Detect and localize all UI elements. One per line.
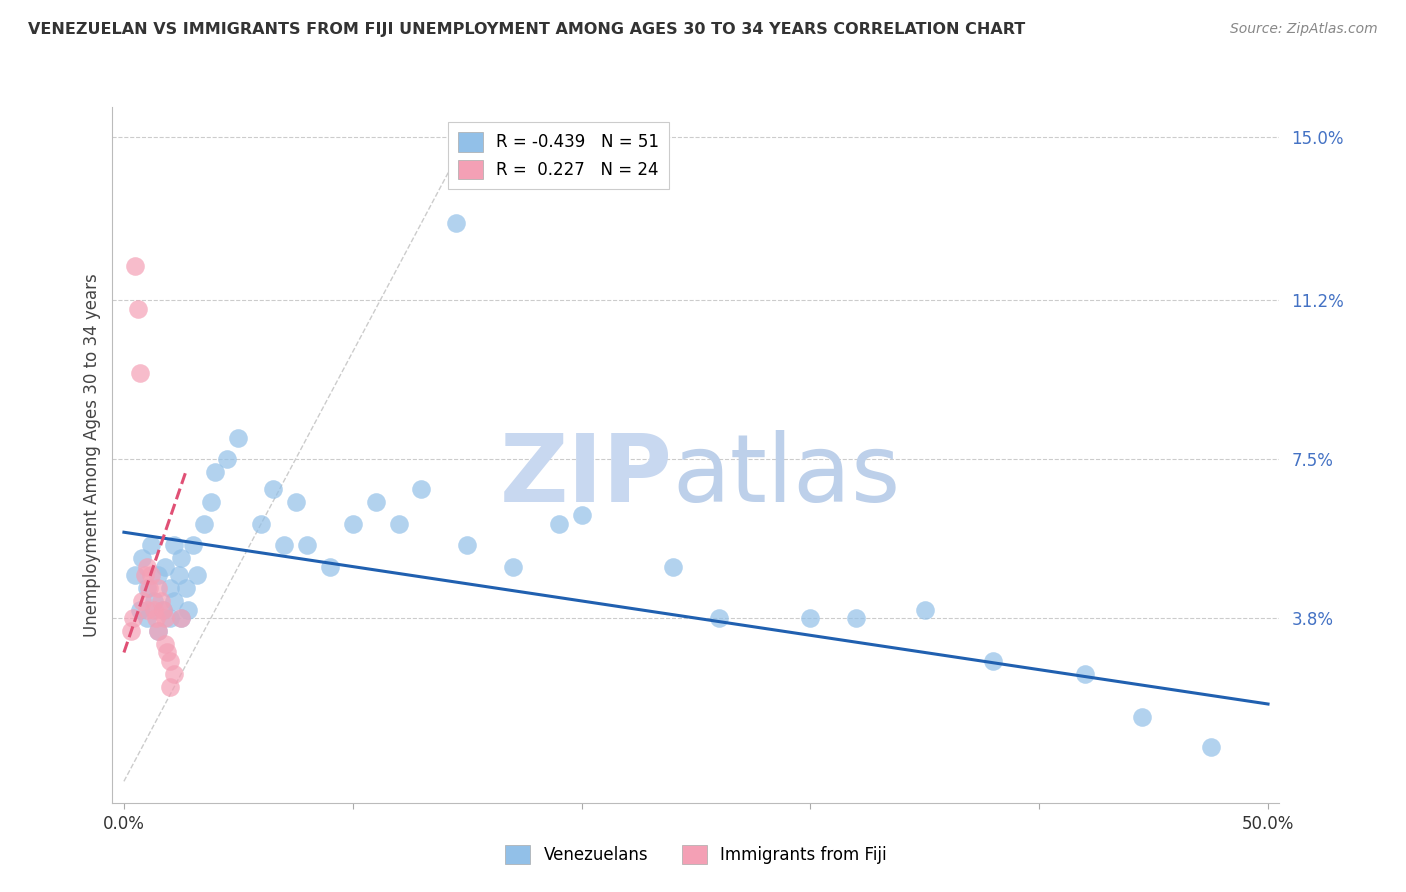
Point: [1199, 739, 1222, 754]
Text: atlas: atlas: [672, 430, 901, 522]
Point: [444, 216, 467, 230]
Text: Source: ZipAtlas.com: Source: ZipAtlas.com: [1230, 22, 1378, 37]
Point: [167, 568, 190, 582]
Point: [129, 367, 152, 381]
Point: [129, 602, 152, 616]
Point: [387, 516, 409, 531]
Point: [159, 654, 181, 668]
Point: [152, 602, 174, 616]
Point: [163, 667, 186, 681]
Point: [148, 624, 170, 638]
Point: [174, 581, 197, 595]
Point: [156, 645, 179, 659]
Point: [342, 516, 364, 531]
Point: [153, 559, 176, 574]
Point: [1074, 667, 1097, 681]
Point: [1130, 710, 1153, 724]
Point: [228, 431, 250, 445]
Legend: Venezuelans, Immigrants from Fiji: Venezuelans, Immigrants from Fiji: [499, 838, 893, 871]
Point: [200, 495, 222, 509]
Point: [153, 637, 176, 651]
Point: [159, 611, 181, 625]
Point: [149, 594, 172, 608]
Point: [138, 581, 160, 595]
Point: [799, 611, 821, 625]
Point: [411, 483, 433, 497]
Text: ZIP: ZIP: [499, 430, 672, 522]
Point: [131, 594, 153, 608]
Point: [502, 559, 524, 574]
Point: [662, 559, 685, 574]
Point: [124, 568, 146, 582]
Point: [141, 538, 163, 552]
Point: [456, 538, 478, 552]
Point: [571, 508, 593, 522]
Point: [120, 624, 142, 638]
Point: [193, 516, 215, 531]
Point: [134, 568, 156, 582]
Point: [186, 568, 208, 582]
Point: [262, 483, 284, 497]
Text: VENEZUELAN VS IMMIGRANTS FROM FIJI UNEMPLOYMENT AMONG AGES 30 TO 34 YEARS CORREL: VENEZUELAN VS IMMIGRANTS FROM FIJI UNEMP…: [28, 22, 1025, 37]
Point: [273, 538, 295, 552]
Point: [845, 611, 868, 625]
Point: [983, 654, 1005, 668]
Point: [170, 611, 193, 625]
Point: [707, 611, 730, 625]
Point: [127, 301, 149, 316]
Point: [215, 452, 238, 467]
Point: [142, 594, 165, 608]
Point: [148, 581, 170, 595]
Point: [170, 551, 193, 566]
Point: [148, 624, 170, 638]
Point: [122, 611, 145, 625]
Point: [135, 602, 157, 616]
Point: [141, 568, 163, 582]
Y-axis label: Unemployment Among Ages 30 to 34 years: Unemployment Among Ages 30 to 34 years: [83, 273, 101, 637]
Point: [181, 538, 204, 552]
Point: [295, 538, 318, 552]
Point: [163, 538, 186, 552]
Point: [170, 611, 193, 625]
Point: [145, 611, 167, 625]
Point: [914, 602, 936, 616]
Point: [284, 495, 307, 509]
Point: [177, 602, 200, 616]
Point: [163, 594, 186, 608]
Point: [319, 559, 342, 574]
Point: [135, 559, 157, 574]
Point: [142, 602, 165, 616]
Point: [159, 581, 181, 595]
Point: [148, 568, 170, 582]
Point: [547, 516, 569, 531]
Point: [135, 581, 157, 595]
Point: [250, 516, 273, 531]
Point: [364, 495, 387, 509]
Point: [131, 551, 153, 566]
Point: [153, 611, 176, 625]
Point: [135, 611, 157, 625]
Point: [204, 465, 226, 479]
Point: [124, 259, 146, 273]
Point: [152, 602, 174, 616]
Point: [159, 680, 181, 694]
